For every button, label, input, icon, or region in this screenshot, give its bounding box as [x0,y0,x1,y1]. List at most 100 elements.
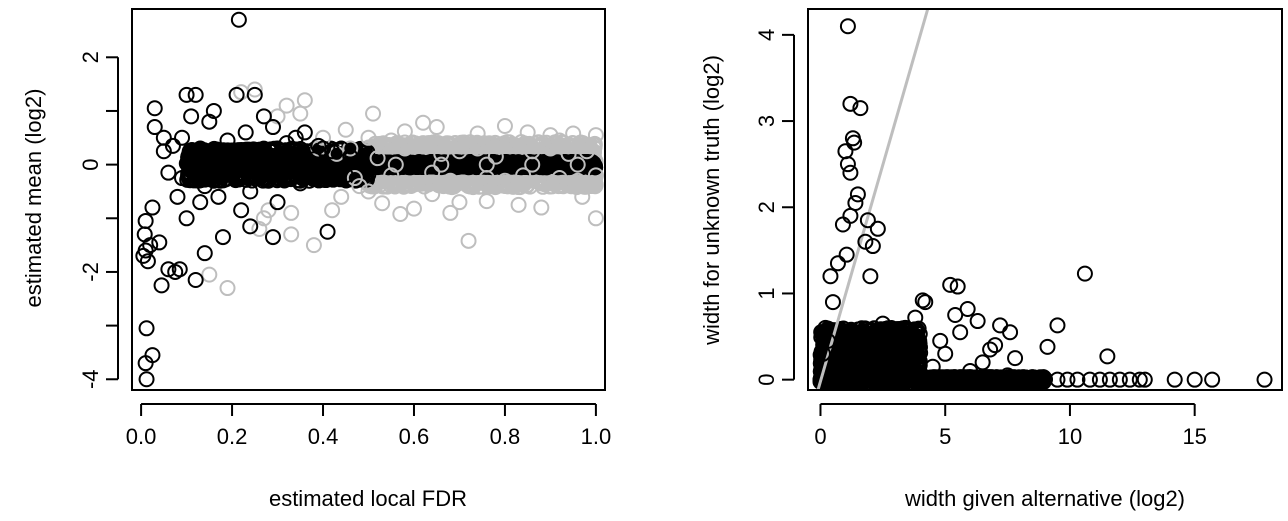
left-series-1-point [187,271,204,288]
left-series-0-point [578,143,595,160]
left-plot-area [135,11,604,388]
left-series-1-point [264,119,281,136]
left-series-0-point [487,148,504,165]
left-series-1-point [205,172,222,189]
left-series-0-point [587,210,604,227]
left-series-1-point [183,108,200,125]
left-x-tick-label: 0.6 [399,424,430,449]
left-series-0-point [478,193,495,210]
left-series-0-point [551,170,568,187]
left-series-1-point [224,167,241,184]
right-band-0-point [839,324,856,341]
left-series-0-point [551,132,568,149]
left-x-tick-label: 0.8 [490,424,521,449]
left-series-0-point [337,121,354,138]
left-series-1-point [174,129,191,146]
left-series-1-point [324,143,341,160]
right-band-0-point [911,353,928,370]
left-series-0-point [296,92,313,109]
left-series-0-point [383,132,400,149]
left-series-0-point [515,167,532,184]
left-series-1-point [228,86,245,103]
left-series-1-point [230,11,247,28]
left-band-1-point [200,155,217,172]
left-series-1-point [219,132,236,149]
left-series-1-point [242,218,259,235]
left-series-1-point [192,194,209,211]
left-series-0-point [442,172,459,189]
left-series-1-point [160,261,177,278]
left-series-1-point [138,320,155,337]
left-series-1-point [283,170,300,187]
left-series-0-point [460,178,477,195]
left-series-0-point [324,202,341,219]
left-band-0-point [395,176,412,193]
left-series-0-point [415,135,432,152]
left-series-1-point [137,212,154,229]
left-series-0-point [428,119,445,136]
left-series-0-point [478,156,495,173]
left-series-0-point [560,145,577,162]
left-series-1-point [146,100,163,117]
left-series-0-point [405,175,422,192]
left-series-0-point [587,127,604,144]
left-band-1-point [190,143,207,160]
left-band-0-point [447,135,464,152]
left-series-1-point [237,124,254,141]
left-series-0-point [451,194,468,211]
right-plot-area [812,9,1273,390]
left-series-0-point [469,125,486,142]
left-band-1-point [276,172,293,189]
left-series-0-point [396,123,413,140]
left-series-0-point [451,143,468,160]
left-y-tick-label: 2 [78,51,103,63]
right-band-0-point [904,341,921,358]
left-series-1-point [146,119,163,136]
left-series-1-point [269,140,286,157]
left-series-1-point [337,167,354,184]
left-x-tick-label: 0.2 [217,424,248,449]
left-series-0-point [251,221,268,238]
left-series-1-point [210,188,227,205]
left-series-0-point [383,167,400,184]
left-series-0-point [496,117,513,134]
left-series-1-point [144,347,161,364]
left-series-0-point [255,210,272,227]
left-series-1-point [246,86,263,103]
left-series-0-point [260,202,277,219]
left-series-1-point [233,202,250,219]
left-series-1-point [260,172,277,189]
left-series-0-point [365,105,382,122]
left-series-1-point [160,164,177,181]
left-series-1-point [144,199,161,216]
left-y-tick-label: -2 [78,262,103,282]
left-series-0-point [369,150,386,167]
left-series-1-point [196,245,213,262]
left-series-1-point [310,137,327,154]
right-plot-marks [812,9,1273,390]
left-series-1-point [153,277,170,294]
left-series-1-point [351,153,368,170]
left-series-0-point [405,200,422,217]
left-series-1-point [171,261,188,278]
left-band-2-point [353,156,370,173]
left-plot-frame [131,8,606,391]
left-series-1-point [287,129,304,146]
left-band-0-point [513,176,530,193]
left-series-1-point [169,188,186,205]
left-series-1-point [138,371,155,388]
left-series-1-point [319,223,336,240]
left-series-0-point [283,204,300,221]
left-band-1-point [184,159,201,176]
left-y-tick-label: 0 [78,158,103,170]
left-series-0-point [360,183,377,200]
left-series-1-point [205,102,222,119]
left-x-tick-label: 0.0 [126,424,157,449]
left-series-0-point [387,156,404,173]
left-series-0-point [524,156,541,173]
left-series-0-point [305,237,322,254]
left-series-0-point [496,172,513,189]
left-series-0-point [333,188,350,205]
left-series-0-point [442,204,459,221]
